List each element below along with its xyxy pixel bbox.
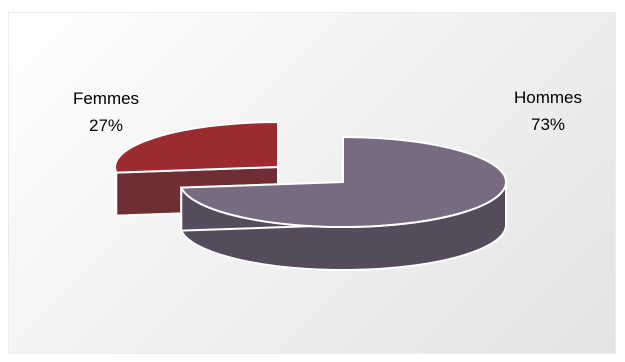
label-femmes-name: Femmes (73, 89, 139, 108)
slice-hommes (179, 135, 507, 271)
slice-femmes-top (114, 120, 279, 174)
label-femmes-percent: 27% (89, 116, 123, 135)
label-hommes-name: Hommes (514, 88, 582, 107)
slice-hommes-top (179, 135, 507, 228)
label-hommes-percent: 73% (531, 115, 565, 134)
